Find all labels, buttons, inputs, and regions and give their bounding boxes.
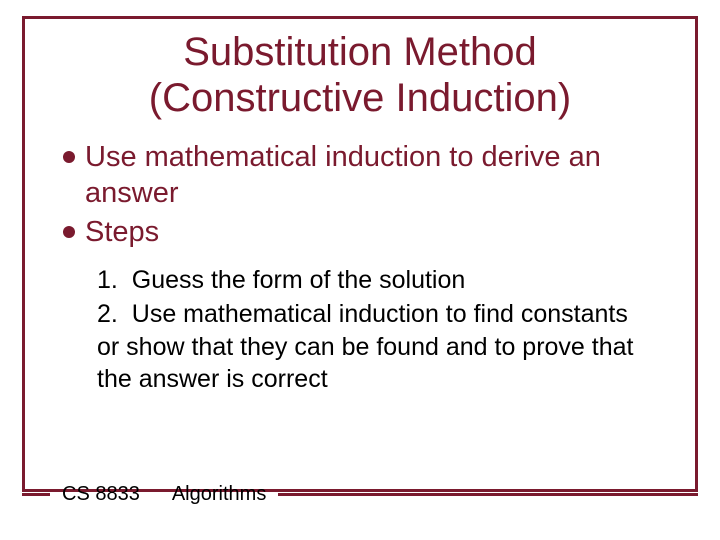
- bullet-list: Use mathematical induction to derive an …: [25, 139, 695, 250]
- item-number: 2.: [97, 300, 118, 328]
- item-text: Guess the form of the solution: [132, 266, 466, 294]
- numbered-item: 1. Guess the form of the solution: [97, 264, 655, 297]
- bullet-text: Steps: [85, 214, 159, 250]
- title-line-1: Substitution Method: [183, 30, 537, 74]
- item-number: 1.: [97, 266, 118, 294]
- footer-topic: Algorithms: [172, 483, 266, 506]
- footer-rule-right: [278, 493, 698, 496]
- item-text: Use mathematical induction to find const…: [97, 300, 633, 393]
- numbered-list: 1. Guess the form of the solution 2. Use…: [25, 264, 695, 396]
- title-line-2: (Constructive Induction): [149, 76, 571, 120]
- footer-rule-left: [22, 493, 50, 496]
- bullet-item: Use mathematical induction to derive an …: [63, 139, 665, 212]
- numbered-item: 2. Use mathematical induction to find co…: [97, 298, 655, 396]
- bullet-item: Steps: [63, 214, 665, 250]
- bullet-icon: [63, 151, 75, 163]
- bullet-icon: [63, 226, 75, 238]
- footer-course-code: CS 8833: [62, 483, 140, 506]
- slide-frame: Substitution Method (Constructive Induct…: [22, 16, 698, 492]
- bullet-text: Use mathematical induction to derive an …: [85, 139, 665, 212]
- slide-title: Substitution Method (Constructive Induct…: [25, 29, 695, 121]
- slide-footer: CS 8833 Algorithms: [22, 483, 698, 506]
